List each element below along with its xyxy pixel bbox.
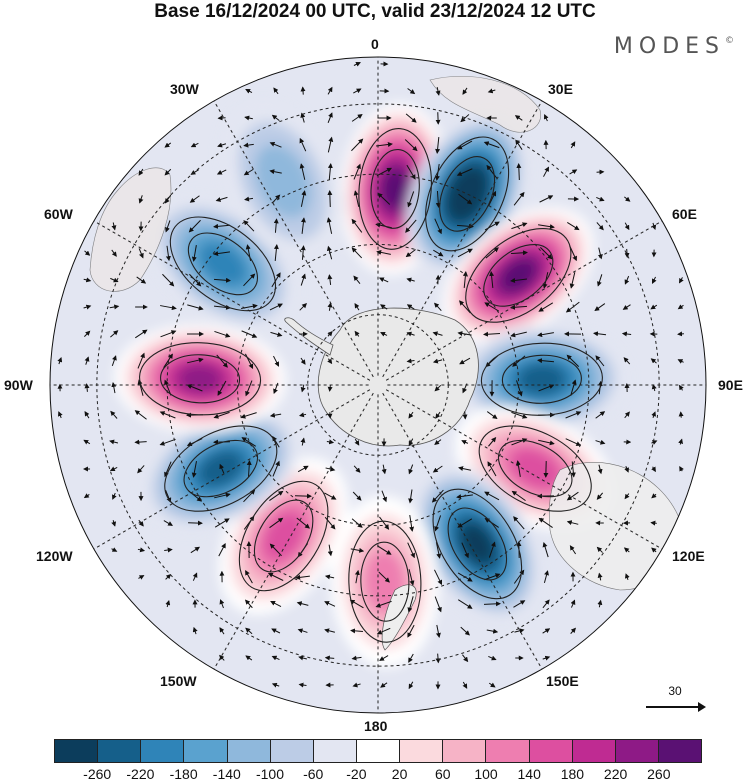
lon-label-90w: 90W (4, 377, 33, 393)
wind-arrow (218, 118, 225, 119)
modes-logo: MODES© (614, 34, 734, 59)
colorbar-swatch (98, 740, 141, 762)
colorbar-tick-label: -220 (126, 766, 154, 782)
lon-label-60e: 60E (672, 206, 697, 222)
colorbar-tick-label: 180 (561, 766, 584, 782)
colorbar-swatch (486, 740, 529, 762)
reference-arrow (646, 706, 704, 708)
lon-label-90e: 90E (718, 377, 743, 393)
wind-arrow (330, 191, 331, 207)
lon-label-30e: 30E (548, 81, 573, 97)
lon-label-30w: 30W (170, 81, 199, 97)
map-title: Base 16/12/2024 00 UTC, valid 23/12/2024… (0, 0, 750, 24)
colorbar-swatch (228, 740, 271, 762)
colorbar-tick-label: 260 (647, 766, 670, 782)
lon-label-150w: 150W (160, 673, 197, 689)
colorbar-tick-label: -20 (346, 766, 366, 782)
reference-vector-label: 30 (646, 684, 704, 698)
wind-arrow (651, 523, 656, 524)
polar-map (0, 0, 750, 783)
colorbar-tick-label: -140 (213, 766, 241, 782)
colorbar-tick-label: -260 (83, 766, 111, 782)
colorbar-tick-label: -60 (303, 766, 323, 782)
reference-vector: 30 (646, 684, 704, 708)
colorbar-swatch (55, 740, 98, 762)
colorbar-tick-label: -180 (170, 766, 198, 782)
colorbar-tick-label: 60 (435, 766, 451, 782)
colorbar-swatch (530, 740, 573, 762)
wind-arrow (330, 385, 331, 391)
lon-label-120w: 120W (36, 548, 73, 564)
antarctica-landmass (318, 308, 478, 446)
wind-arrow (519, 164, 520, 180)
wind-arrow (465, 411, 466, 418)
colorbar-tick-label: -100 (256, 766, 284, 782)
lon-label-120e: 120E (672, 548, 705, 564)
lon-label-180: 180 (364, 718, 387, 734)
colorbar-swatch (271, 740, 314, 762)
colorbar-swatch (141, 740, 184, 762)
colorbar-swatch (616, 740, 659, 762)
wind-arrow (135, 442, 146, 443)
lon-label-0: 0 (371, 36, 379, 52)
logo-text: MODES (614, 34, 725, 59)
logo-mark: © (725, 36, 734, 46)
colorbar-swatch (184, 740, 227, 762)
wind-arrow (303, 87, 304, 94)
colorbar-tick-label: 20 (392, 766, 408, 782)
colorbar-tick-label: 100 (474, 766, 497, 782)
colorbar-swatch (400, 740, 443, 762)
wind-arrow (681, 412, 682, 417)
colorbar-ticks: -260 -220 -180 -140 -100 -60 -20 20 60 100 140 180 2… (54, 766, 702, 782)
colorbar-swatch (659, 740, 701, 762)
colorbar-swatch (443, 740, 486, 762)
lon-label-150e: 150E (546, 673, 579, 689)
wind-arrow (188, 523, 202, 524)
colorbar-tick-label: 140 (518, 766, 541, 782)
colorbar-swatch (573, 740, 616, 762)
colorbar-tick-label: 220 (604, 766, 627, 782)
colorbar-swatch (357, 740, 400, 762)
wind-arrow (678, 334, 684, 335)
colorbar (54, 739, 702, 763)
lon-label-60w: 60W (44, 206, 73, 222)
colorbar-swatch (314, 740, 357, 762)
wind-arrow (438, 654, 439, 663)
